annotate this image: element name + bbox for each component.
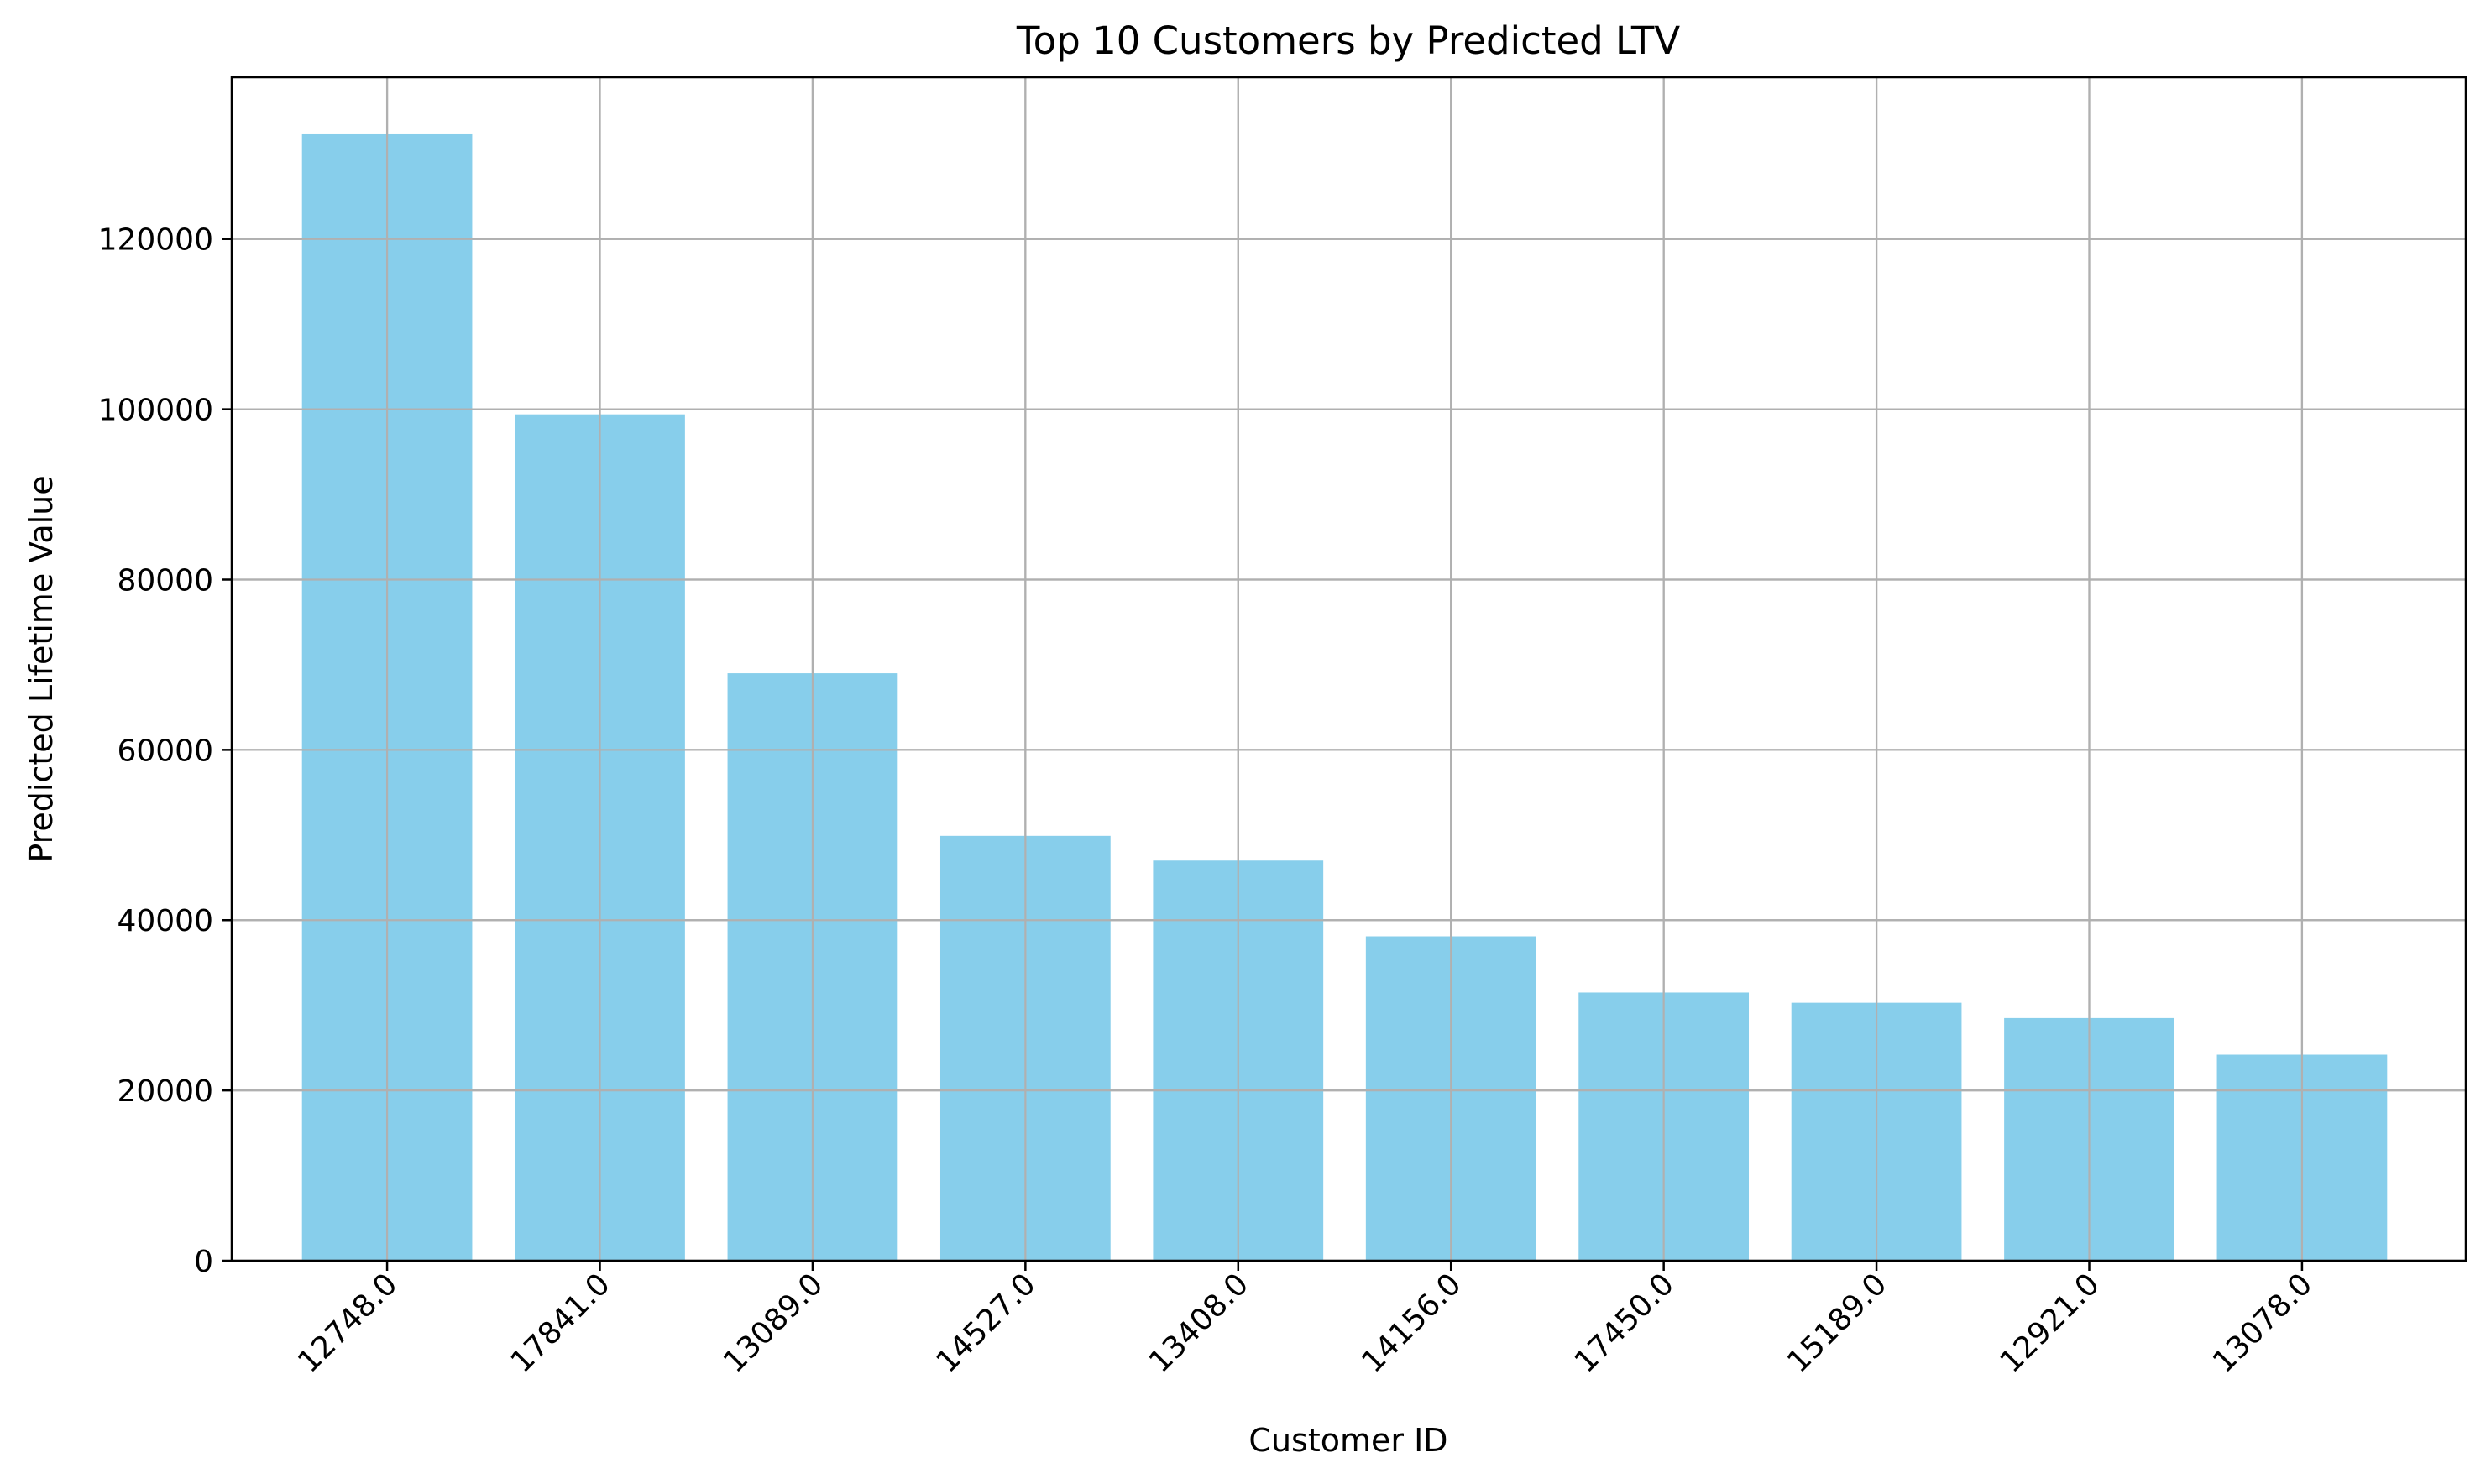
x-tick-label: 17841.0 [505,1267,617,1379]
y-tick-label: 80000 [117,563,213,598]
y-axis: 0 20000 40000 60000 80000 100000 120000 [98,223,232,1279]
x-axis-label: Customer ID [1248,1422,1447,1459]
x-tick-label: 13089.0 [717,1267,829,1379]
x-tick-label: 15189.0 [1781,1267,1893,1379]
x-tick-label: 12748.0 [291,1267,404,1379]
x-gridlines-over-bars [232,77,2466,1262]
x-tick-label: 14156.0 [1355,1267,1468,1379]
x-tick-label: 17450.0 [1568,1267,1681,1379]
bars [301,133,2388,1262]
y-tick-label: 100000 [98,394,213,428]
y-tick-label: 40000 [117,904,213,938]
x-tick-label: 14527.0 [929,1267,1042,1379]
y-tick-label: 120000 [98,223,213,258]
chart-title: Top 10 Customers by Predicted LTV [1016,18,1681,63]
x-tick-label: 13408.0 [1143,1267,1255,1379]
y-tick-label: 60000 [117,734,213,768]
y-axis-label: Predicted Lifetime Value [23,475,60,862]
x-tick-label: 13078.0 [2206,1267,2319,1379]
plot-frame [230,76,2467,1262]
y-tick-label: 0 [194,1245,213,1279]
y-tick-label: 20000 [117,1074,213,1109]
x-axis: 12748.0 17841.0 13089.0 14527.0 13408.0 14156… [291,1261,2319,1380]
x-tick-label: 12921.0 [1994,1267,2106,1379]
